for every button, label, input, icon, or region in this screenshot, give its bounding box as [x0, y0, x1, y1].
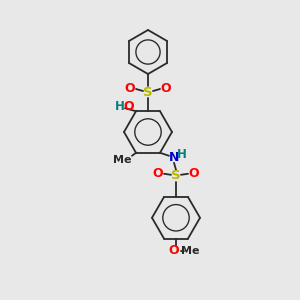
Text: Me: Me	[181, 246, 199, 256]
Text: O: O	[153, 167, 163, 180]
Text: O: O	[125, 82, 135, 95]
Text: S: S	[143, 85, 153, 98]
Text: S: S	[171, 169, 181, 182]
Text: O: O	[189, 167, 199, 180]
Text: O: O	[161, 82, 171, 95]
Text: O: O	[124, 100, 134, 113]
Text: Me: Me	[113, 155, 131, 165]
Text: H: H	[115, 100, 125, 113]
Text: H: H	[177, 148, 187, 161]
Text: O: O	[169, 244, 179, 257]
Text: N: N	[169, 151, 179, 164]
